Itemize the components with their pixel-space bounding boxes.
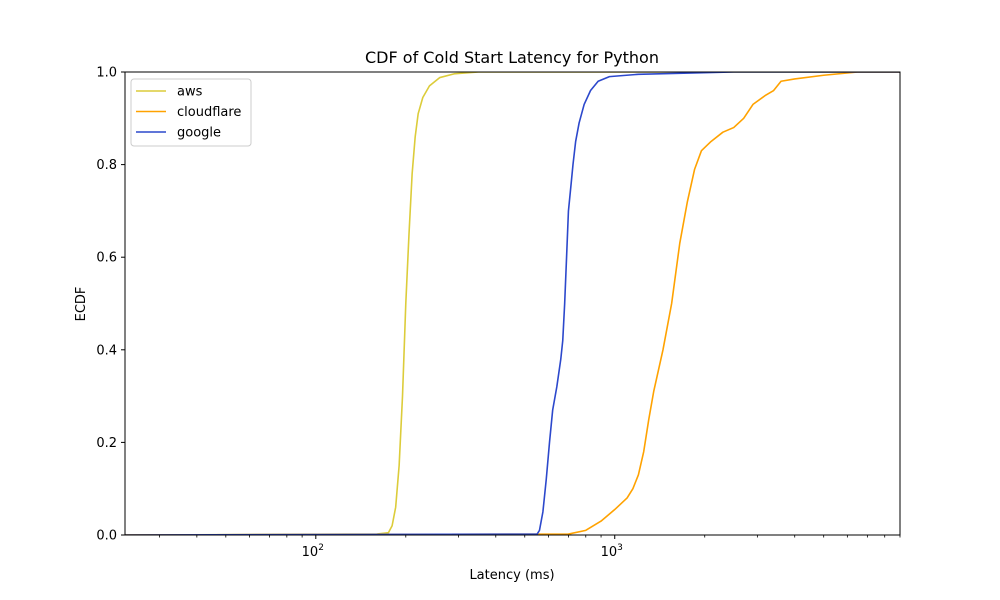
- legend-label-aws: aws: [177, 85, 203, 100]
- y-tick-label: 0.0: [96, 529, 117, 544]
- y-tick-label: 0.2: [96, 436, 117, 451]
- series-line-aws: [125, 72, 900, 535]
- legend: aws cloudflare google: [130, 78, 252, 147]
- x-axis: 102 103: [159, 535, 901, 560]
- plot-area: [124, 71, 901, 536]
- y-axis-label: ECDF: [74, 287, 89, 322]
- y-tick-label: 0.8: [96, 158, 117, 173]
- series-line-cloudflare: [125, 72, 900, 535]
- series-line-google: [125, 72, 900, 535]
- y-axis: 0.0 0.2 0.4 0.6 0.8 1.0: [96, 66, 125, 544]
- x-tick-label: 102: [302, 543, 324, 560]
- legend-label-google: google: [177, 126, 221, 141]
- x-tick-label: 103: [601, 543, 623, 560]
- legend-box: [130, 78, 252, 147]
- x-axis-label: Latency (ms): [469, 568, 554, 583]
- y-tick-label: 1.0: [96, 66, 117, 81]
- series-layer: [125, 72, 900, 535]
- y-tick-label: 0.4: [96, 343, 117, 358]
- chart-title: CDF of Cold Start Latency for Python: [365, 48, 659, 67]
- plot-frame: [124, 71, 901, 536]
- legend-label-cloudflare: cloudflare: [177, 105, 241, 120]
- y-tick-label: 0.6: [96, 251, 117, 266]
